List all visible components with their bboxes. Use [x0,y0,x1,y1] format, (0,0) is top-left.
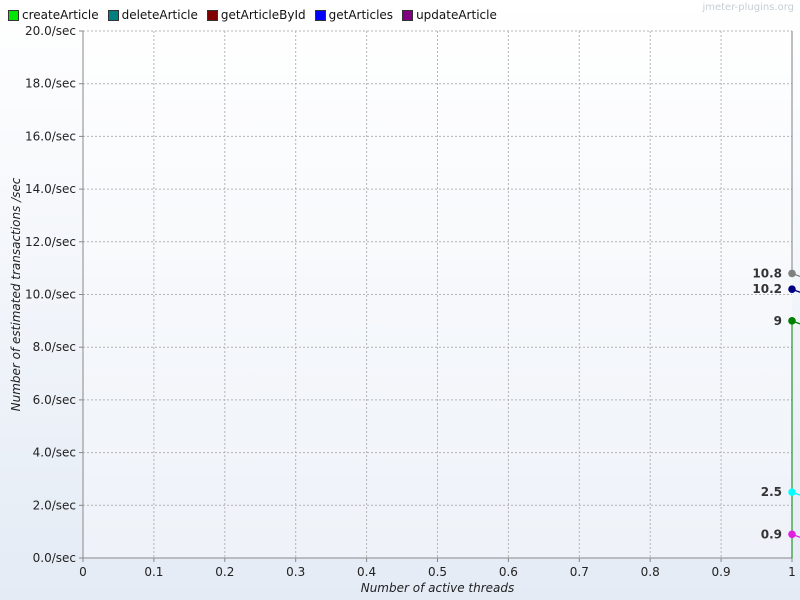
data-point [788,285,796,294]
legend-item-update-article: updateArticle [402,8,497,22]
y-tick-label: 12.0/sec [25,235,76,249]
x-tick-label: 0 [79,565,87,579]
legend-item-get-article-by-id: getArticleById [206,8,306,22]
x-tick-label: 0.4 [357,565,376,579]
data-label: 10.8 [752,266,782,280]
y-tick-label: 20.0/sec [25,24,76,38]
data-point [788,269,796,278]
y-tick-label: 14.0/sec [25,182,76,196]
legend: createArticle deleteArticle getArticleBy… [8,7,506,23]
x-tick-label: 0.2 [215,565,234,579]
data-label: 0.9 [761,527,782,541]
data-point [788,317,796,325]
legend-item-get-articles: getArticles [314,8,394,22]
x-tick-label: 0.7 [570,565,589,579]
legend-label: updateArticle [416,8,497,22]
legend-label: deleteArticle [121,8,198,22]
legend-item-delete-article: deleteArticle [107,8,198,22]
x-tick-label: 0.3 [286,565,305,579]
x-tick-label: 0.5 [428,565,447,579]
legend-label: getArticleById [220,8,306,22]
x-tick-label: 1 [788,565,796,579]
y-tick-label: 18.0/sec [25,77,76,91]
y-tick-label: 16.0/sec [25,129,76,143]
x-axis-label: Number of active threads [361,581,515,595]
legend-label: createArticle [22,8,99,22]
y-tick-label: 6.0/sec [33,393,76,407]
y-axis-label: Number of estimated transactions /sec [9,177,23,411]
data-label: 9 [774,314,782,328]
x-tick-label: 0.1 [144,565,163,579]
legend-swatch [206,9,218,21]
data-label: 2.5 [761,485,782,499]
y-tick-label: 10.0/sec [25,288,76,302]
legend-swatch [314,9,326,21]
legend-item-create-article: createArticle [8,8,99,22]
plot-area [83,31,792,558]
legend-swatch [107,9,119,21]
x-tick-label: 0.6 [499,565,518,579]
y-tick-label: 8.0/sec [33,340,76,354]
legend-swatch [402,9,414,21]
y-tick-label: 2.0/sec [33,498,76,512]
x-tick-label: 0.9 [712,565,731,579]
data-point [788,488,796,496]
data-label: 10.2 [752,282,782,296]
y-tick-label: 4.0/sec [33,446,76,460]
legend-swatch [8,9,19,21]
x-tick-label: 0.8 [641,565,660,579]
watermark: jmeter-plugins.org [702,2,794,13]
legend-label: getArticles [328,8,394,22]
y-tick-label: 0.0/sec [33,551,76,565]
data-point [788,530,796,539]
